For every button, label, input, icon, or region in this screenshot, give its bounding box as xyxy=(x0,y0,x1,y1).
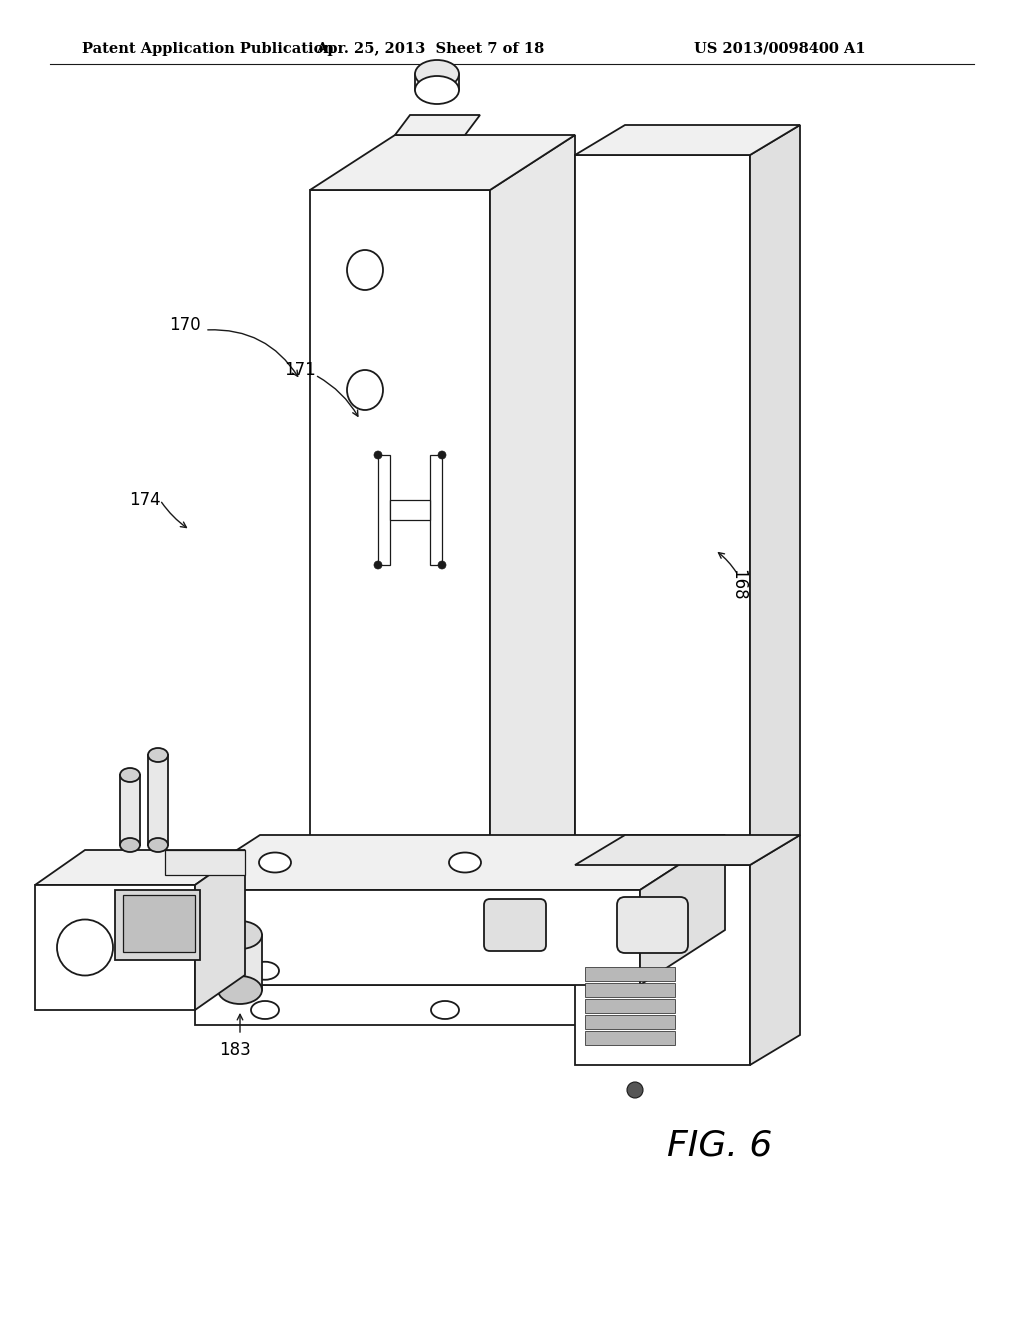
Ellipse shape xyxy=(347,249,383,290)
Text: FIG. 6: FIG. 6 xyxy=(668,1129,773,1162)
Polygon shape xyxy=(620,946,705,1026)
Ellipse shape xyxy=(251,962,279,979)
Ellipse shape xyxy=(415,77,459,104)
Ellipse shape xyxy=(431,1001,459,1019)
Ellipse shape xyxy=(438,561,446,569)
Text: 168: 168 xyxy=(729,569,746,601)
Text: US 2013/0098400 A1: US 2013/0098400 A1 xyxy=(694,42,866,55)
Polygon shape xyxy=(195,946,705,985)
Polygon shape xyxy=(585,968,675,981)
Polygon shape xyxy=(115,890,200,960)
Polygon shape xyxy=(195,850,245,1010)
Polygon shape xyxy=(120,775,140,845)
Polygon shape xyxy=(575,865,750,1065)
Polygon shape xyxy=(123,895,195,952)
Ellipse shape xyxy=(259,853,291,873)
Polygon shape xyxy=(175,890,640,985)
Polygon shape xyxy=(585,983,675,997)
Polygon shape xyxy=(575,154,750,865)
Polygon shape xyxy=(575,836,800,865)
Polygon shape xyxy=(175,836,725,890)
Ellipse shape xyxy=(415,59,459,88)
Ellipse shape xyxy=(148,838,168,851)
Ellipse shape xyxy=(627,1082,643,1098)
Polygon shape xyxy=(165,850,245,875)
Text: 174: 174 xyxy=(129,491,161,510)
Polygon shape xyxy=(35,884,195,1010)
Polygon shape xyxy=(750,836,800,1065)
Polygon shape xyxy=(395,115,480,135)
Ellipse shape xyxy=(251,1001,279,1019)
FancyBboxPatch shape xyxy=(617,898,688,953)
Text: 171: 171 xyxy=(284,360,315,379)
Polygon shape xyxy=(310,190,490,890)
Text: Patent Application Publication: Patent Application Publication xyxy=(82,42,334,55)
Ellipse shape xyxy=(218,975,262,1005)
Ellipse shape xyxy=(374,561,382,569)
Polygon shape xyxy=(195,985,620,1026)
Ellipse shape xyxy=(218,921,262,949)
Ellipse shape xyxy=(57,920,113,975)
Ellipse shape xyxy=(347,370,383,411)
FancyBboxPatch shape xyxy=(484,899,546,950)
Polygon shape xyxy=(640,836,725,985)
Ellipse shape xyxy=(438,451,446,459)
Ellipse shape xyxy=(374,451,382,459)
Polygon shape xyxy=(390,500,430,520)
Text: 170: 170 xyxy=(169,315,201,334)
Polygon shape xyxy=(585,1015,675,1030)
Polygon shape xyxy=(430,455,442,565)
Ellipse shape xyxy=(449,853,481,873)
Polygon shape xyxy=(310,135,575,190)
Text: Apr. 25, 2013  Sheet 7 of 18: Apr. 25, 2013 Sheet 7 of 18 xyxy=(315,42,544,55)
Polygon shape xyxy=(750,125,800,865)
Polygon shape xyxy=(35,850,245,884)
Text: 183: 183 xyxy=(219,1041,251,1059)
Polygon shape xyxy=(585,1031,675,1045)
Polygon shape xyxy=(378,455,390,565)
Ellipse shape xyxy=(148,748,168,762)
Polygon shape xyxy=(575,125,800,154)
Polygon shape xyxy=(148,755,168,845)
Polygon shape xyxy=(585,999,675,1012)
Polygon shape xyxy=(218,935,262,990)
Ellipse shape xyxy=(120,768,140,781)
Polygon shape xyxy=(490,135,575,890)
Ellipse shape xyxy=(120,838,140,851)
